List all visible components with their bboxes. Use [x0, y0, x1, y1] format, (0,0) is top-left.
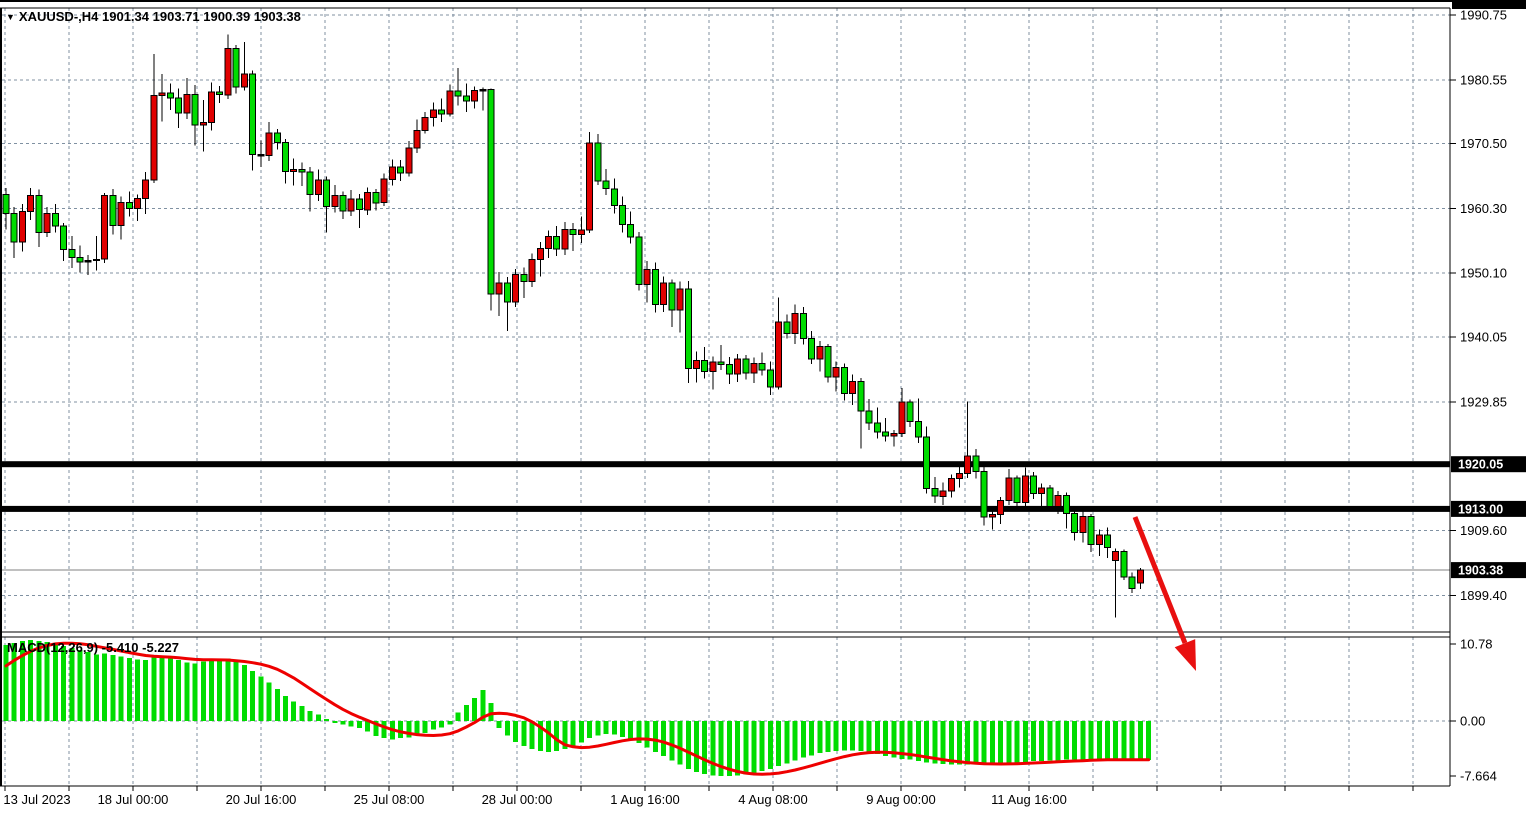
- price-axis-label: 1970.50: [1460, 136, 1507, 151]
- time-axis: 13 Jul 2023 18 Jul 00:00 20 Jul 16:00 25 Ju…: [3, 786, 1414, 807]
- macd-histogram-series: [3, 640, 1152, 777]
- price-axis-label: 1950.10: [1460, 266, 1507, 281]
- macd-axis: 10.78 0.00 -7.664: [1450, 636, 1497, 783]
- time-axis-label: 4 Aug 08:00: [738, 792, 807, 807]
- svg-text:1903.38: 1903.38: [1458, 564, 1503, 578]
- panel-frames: [0, 0, 1526, 787]
- price-axis-label: 1990.75: [1460, 8, 1507, 23]
- macd-axis-label: -7.664: [1460, 768, 1497, 783]
- svg-text:1913.00: 1913.00: [1458, 502, 1503, 516]
- price-axis: 1990.75 1980.55 1970.50 1960.30 1950.10 1940.…: [1450, 8, 1507, 603]
- price-tag-1920.05: 1920.05: [1451, 456, 1526, 473]
- price-axis-label: 1940.05: [1460, 330, 1507, 345]
- time-axis-label: 9 Aug 00:00: [866, 792, 935, 807]
- price-axis-label: 1909.60: [1460, 523, 1507, 538]
- time-axis-label: 18 Jul 00:00: [98, 792, 169, 807]
- time-axis-label: 1 Aug 16:00: [610, 792, 679, 807]
- svg-text:1920.05: 1920.05: [1458, 458, 1503, 472]
- price-axis-label: 1960.30: [1460, 201, 1507, 216]
- macd-axis-label: 0.00: [1460, 714, 1485, 729]
- price-tag-1913.00: 1913.00: [1451, 500, 1526, 517]
- macd-axis-label: 10.78: [1460, 636, 1493, 651]
- time-axis-label: 28 Jul 00:00: [482, 792, 553, 807]
- support-line-1913.00[interactable]: [0, 505, 1450, 512]
- trend-arrow-annotation[interactable]: [1132, 516, 1196, 671]
- time-axis-label: 11 Aug 16:00: [991, 792, 1067, 807]
- price-axis-label: 1929.85: [1460, 394, 1507, 409]
- time-axis-label: 25 Jul 08:00: [354, 792, 425, 807]
- support-line-1920.05[interactable]: [0, 461, 1450, 468]
- time-axis-label: 13 Jul 2023: [3, 792, 70, 807]
- candlestick-series: [2, 34, 1144, 618]
- price-axis-label: 1899.40: [1460, 588, 1507, 603]
- time-axis-label: 20 Jul 16:00: [226, 792, 297, 807]
- price-axis-label: 1980.55: [1460, 72, 1507, 87]
- macd-signal-line: [4, 641, 1151, 776]
- price-tag-1903.38: 1903.38: [1451, 562, 1526, 579]
